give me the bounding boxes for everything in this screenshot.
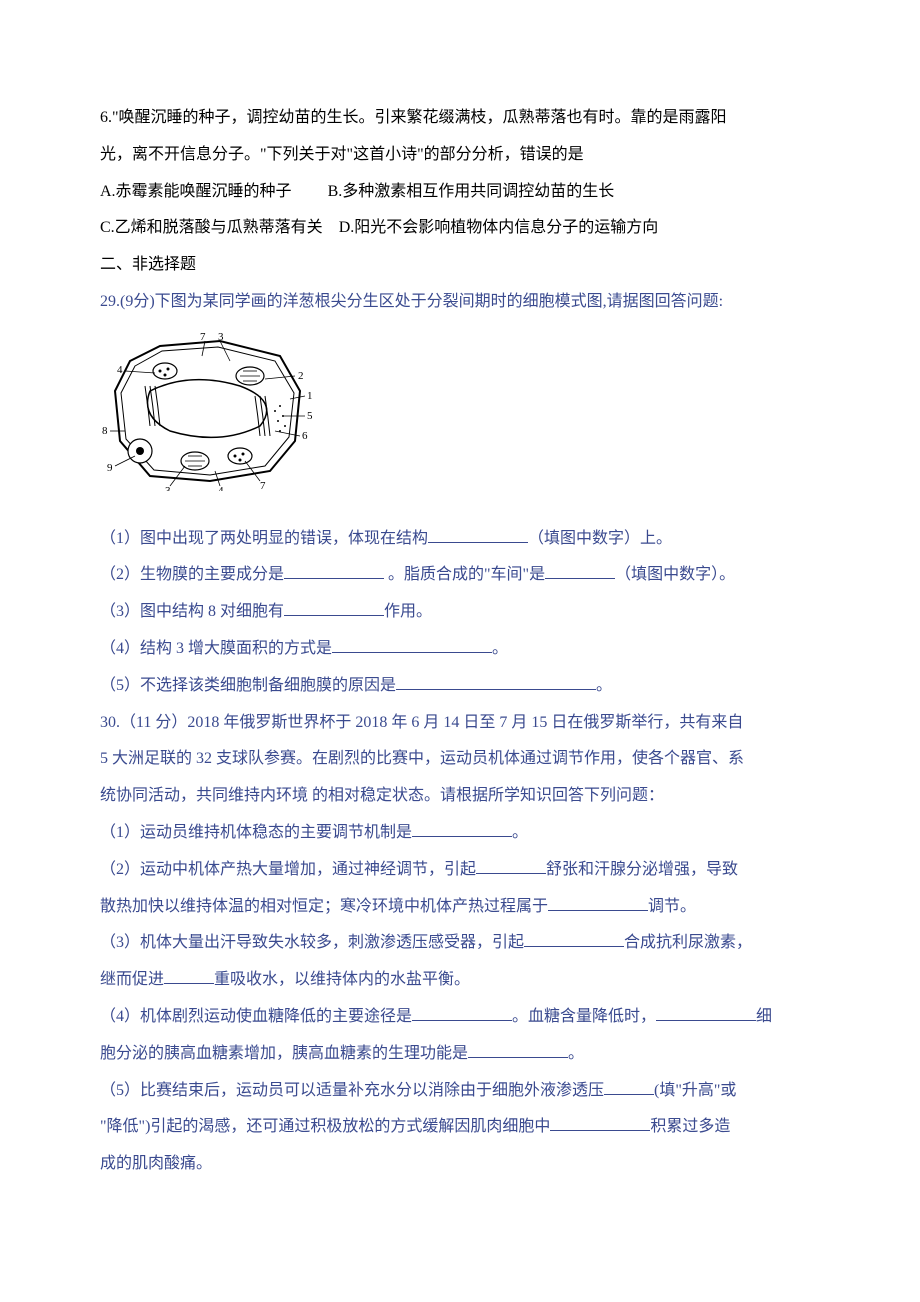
blank-30-4c [468,1042,568,1058]
organelle-3 [153,363,177,379]
cell-diagram: 7 3 2 1 5 6 7 4 3 9 8 4 [100,331,820,506]
svg-text:7: 7 [200,331,206,343]
blank-29-2a [284,563,384,579]
q29-p2: （2）生物膜的主要成分是 。脂质合成的"车间"是（填图中数字）。 [100,557,820,594]
svg-text:4: 4 [117,364,123,376]
q29-p1: （1）图中出现了两处明显的错误，体现在结构（填图中数字）上。 [100,521,820,558]
q30-p5-l2: "降低")引起的渴感，还可通过积极放松的方式缓解因肌肉细胞中积累过多造 [100,1109,820,1146]
svg-text:5: 5 [307,410,313,422]
q30-p3-l1: （3）机体大量出汗导致失水较多，刺激渗透压感受器，引起合成抗利尿激素， [100,925,820,962]
q29-p5: （5）不选择该类细胞制备细胞膜的原因是。 [100,668,820,705]
q30-stem-l3: 统协同活动，共同维持内环境 的相对稳定状态。请根据所学知识回答下列问题： [100,778,820,815]
cell-svg: 7 3 2 1 5 6 7 4 3 9 8 4 [100,331,320,491]
q30-p1: （1）运动员维持机体稳态的主要调节机制是。 [100,815,820,852]
q30-p5-l1: （5）比赛结束后，运动员可以适量补充水分以消除由于细胞外液渗透压(填"升高"或 [100,1073,820,1110]
q30-p2-l2: 散热加快以维持体温的相对恒定；寒冷环境中机体产热过程属于调节。 [100,889,820,926]
blank-30-3b [164,968,214,984]
q6-optC: C.乙烯和脱落酸与瓜熟蒂落有关 [100,219,323,236]
svg-text:9: 9 [107,462,113,474]
q6-optD: D.阳光不会影响植物体内信息分子的运输方向 [339,219,659,236]
svg-text:2: 2 [298,370,304,382]
blank-30-5b [550,1115,650,1131]
svg-text:7: 7 [260,480,266,491]
q6-optA: A.赤霉素能唤醒沉睡的种子 [100,183,292,200]
q30-stem-l1: 30.（11 分）2018 年俄罗斯世界杯于 2018 年 6 月 14 日至 … [100,705,820,742]
q30-p4-l2: 胞分泌的胰高血糖素增加，胰高血糖素的生理功能是。 [100,1036,820,1073]
svg-text:6: 6 [302,430,308,442]
q6-line1: 6."唤醒沉睡的种子，调控幼苗的生长。引来繁花缀满枝，瓜熟蒂落也有时。靠的是雨露… [100,100,820,137]
q30-p5-l3: 成的肌肉酸痛。 [100,1146,820,1183]
blank-29-4 [332,637,492,653]
svg-text:3: 3 [165,485,171,491]
q29-stem: 29.(9分)下图为某同学画的洋葱根尖分生区处于分裂间期时的细胞模式图,请据图回… [100,284,820,321]
blank-29-5 [396,674,596,690]
blank-29-1 [428,527,528,543]
blank-29-3 [284,600,384,616]
q6-line2: 光，离不开信息分子。"下列关于对"这首小诗"的部分分析，错误的是 [100,137,820,174]
blank-30-4a [412,1005,512,1021]
blank-29-2b [545,563,615,579]
svg-text:1: 1 [307,390,313,402]
q30-p2-l1: （2）运动中机体产热大量增加，通过神经调节，引起舒张和汗腺分泌增强，导致 [100,852,820,889]
blank-30-5a [604,1079,654,1095]
q30-p4-l1: （4）机体剧烈运动使血糖降低的主要途径是。血糖含量降低时，细 [100,999,820,1036]
q29-p3: （3）图中结构 8 对细胞有作用。 [100,594,820,631]
blank-30-4b [656,1005,756,1021]
q30-p3-l2: 继而促进重吸收水，以维持体内的水盐平衡。 [100,962,820,999]
q6-options-cd: C.乙烯和脱落酸与瓜熟蒂落有关 D.阳光不会影响植物体内信息分子的运输方向 [100,210,820,247]
nucleolus [136,447,144,455]
q6-optB: B.多种激素相互作用共同调控幼苗的生长 [328,183,615,200]
section2-heading: 二、非选择题 [100,247,820,284]
q29-p4: （4）结构 3 增大膜面积的方式是。 [100,631,820,668]
svg-text:4: 4 [218,485,224,491]
q6-options-ab: A.赤霉素能唤醒沉睡的种子 B.多种激素相互作用共同调控幼苗的生长 [100,174,820,211]
svg-text:8: 8 [102,425,108,437]
blank-30-1 [412,821,512,837]
svg-text:3: 3 [218,331,224,343]
organelle-4 [228,448,252,464]
blank-30-2b [548,895,648,911]
blank-30-3a [524,931,624,947]
q30-stem-l2: 5 大洲足联的 32 支球队参赛。在剧烈的比赛中，运动员机体通过调节作用，使各个… [100,741,820,778]
blank-30-2a [476,858,546,874]
